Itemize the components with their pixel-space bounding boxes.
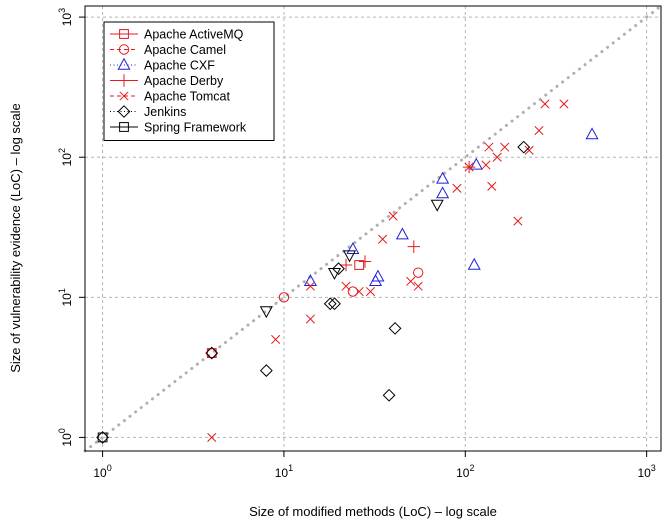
data-point xyxy=(407,240,420,253)
data-point xyxy=(412,267,424,278)
y-axis-title: Size of vulnerability evidence (LoC) – l… xyxy=(8,103,23,373)
svg-text:100: 100 xyxy=(93,463,111,480)
legend-label: Apache Derby xyxy=(144,74,224,88)
data-point xyxy=(430,199,444,212)
data-point xyxy=(382,388,396,402)
svg-text:101: 101 xyxy=(275,463,293,480)
data-point xyxy=(395,227,409,240)
data-point xyxy=(206,347,217,359)
legend-label: Apache CXF xyxy=(144,59,215,73)
tick-label: 103 xyxy=(637,463,655,480)
data-point xyxy=(481,160,491,170)
data-point xyxy=(207,432,217,442)
diagonal-reference-line xyxy=(83,4,663,453)
data-point xyxy=(469,157,483,170)
data-point xyxy=(339,258,353,272)
data-point xyxy=(342,250,357,263)
data-point xyxy=(585,127,599,140)
data-point xyxy=(492,152,502,162)
data-point xyxy=(378,234,388,244)
data-point xyxy=(484,142,494,152)
data-point xyxy=(305,314,315,324)
svg-text:102: 102 xyxy=(456,463,474,480)
data-point xyxy=(341,281,351,291)
legend-label: Apache Tomcat xyxy=(144,90,230,104)
data-point xyxy=(271,334,281,345)
data-point xyxy=(436,171,450,184)
data-point xyxy=(388,321,402,335)
legend-label: Jenkins xyxy=(144,105,186,119)
svg-text:101: 101 xyxy=(57,288,74,306)
legend-marker xyxy=(119,122,129,132)
tick-label: 102 xyxy=(456,463,474,480)
data-point xyxy=(559,99,569,109)
legend-label: Apache Camel xyxy=(144,43,226,57)
svg-text:102: 102 xyxy=(57,148,74,166)
svg-text:103: 103 xyxy=(637,463,655,480)
data-point xyxy=(534,125,544,136)
data-point xyxy=(278,292,290,303)
data-point xyxy=(500,142,510,152)
tick-label: 100 xyxy=(57,428,74,446)
data-point xyxy=(436,186,450,199)
data-point xyxy=(413,281,423,291)
legend-box xyxy=(103,21,275,141)
legend-marker xyxy=(118,44,130,55)
data-point xyxy=(205,346,219,360)
data-point xyxy=(517,140,531,154)
data-point xyxy=(365,286,376,297)
legend-marker xyxy=(117,57,131,70)
data-point xyxy=(259,364,273,377)
legend-marker xyxy=(119,29,129,39)
data-point xyxy=(540,99,550,109)
data-point xyxy=(524,145,534,155)
data-point xyxy=(96,431,109,444)
data-point xyxy=(354,286,364,297)
data-point xyxy=(464,162,474,172)
tick-label: 101 xyxy=(57,288,74,306)
data-point xyxy=(327,267,342,280)
data-point xyxy=(467,257,481,270)
data-point xyxy=(323,297,337,311)
data-point xyxy=(452,183,462,193)
x-axis-ticks: 100 101 102 103 xyxy=(93,451,656,480)
legend-marker xyxy=(117,105,131,118)
legend-label: Apache ActiveMQ xyxy=(144,28,244,42)
data-point xyxy=(358,255,372,268)
data-points xyxy=(96,99,599,444)
data-point xyxy=(97,432,108,443)
data-point xyxy=(388,211,398,221)
data-point xyxy=(406,276,416,286)
tick-label: 102 xyxy=(57,148,74,166)
data-point xyxy=(354,260,365,270)
legend-marker xyxy=(119,91,129,101)
data-point xyxy=(487,181,497,191)
y-axis-ticks: 100 101 102 103 xyxy=(57,8,85,447)
x-axis-title: Size of modified methods (LoC) – log sca… xyxy=(249,504,497,519)
data-point xyxy=(368,274,383,287)
data-point xyxy=(259,306,273,319)
legend-label: Spring Framework xyxy=(144,121,247,135)
svg-text:103: 103 xyxy=(57,8,74,26)
legend-marker xyxy=(117,74,131,87)
data-point xyxy=(513,216,523,226)
tick-label: 101 xyxy=(275,463,293,480)
data-point xyxy=(346,242,360,255)
data-point xyxy=(347,286,359,297)
data-point xyxy=(328,297,341,311)
data-point xyxy=(371,269,385,282)
tick-label: 103 xyxy=(57,8,74,26)
plot-area-frame xyxy=(84,5,662,452)
data-point xyxy=(332,262,345,276)
svg-text:100: 100 xyxy=(57,428,74,446)
tick-label: 100 xyxy=(93,463,111,480)
grid xyxy=(85,6,661,451)
data-point xyxy=(305,281,315,291)
